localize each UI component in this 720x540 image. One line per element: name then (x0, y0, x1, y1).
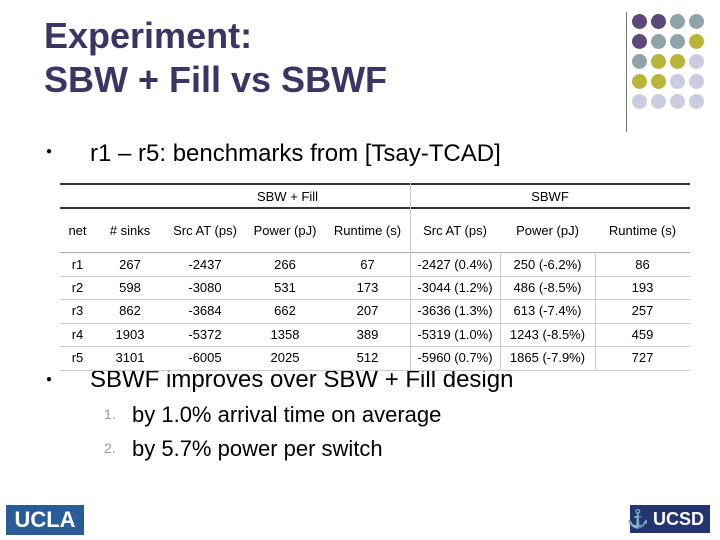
title-line: SBW + Fill vs SBWF (44, 59, 388, 100)
title-line: Experiment: (44, 15, 253, 56)
dot (651, 34, 666, 49)
dot (632, 54, 647, 69)
table-cell: 2025 (270, 350, 300, 366)
table-rule (410, 183, 411, 370)
column-header: # sinks (109, 223, 151, 238)
table-cell: 267 (119, 256, 141, 272)
table-cell: r4 (71, 326, 84, 342)
table-cell: 1903 (115, 326, 145, 342)
table-cell: r3 (71, 303, 84, 319)
dot (651, 94, 666, 109)
table-cell: 257 (631, 303, 654, 319)
dot (689, 54, 704, 69)
dot (670, 14, 685, 29)
list-text: by 1.0% arrival time on average (132, 402, 442, 427)
dot (670, 54, 685, 69)
table-rule (595, 252, 596, 370)
column-header: Src AT (ps) (423, 223, 487, 238)
column-header: Power (pJ) (253, 223, 317, 238)
dot (632, 14, 647, 29)
column-header: Power (pJ) (516, 223, 579, 238)
table: SBW + Fill SBWF net # sinks Src AT (ps) Power… (60, 183, 690, 371)
table-cell: -3636 (1.3%) (417, 303, 493, 319)
table-cell: 3101 (115, 350, 145, 366)
dot (651, 14, 666, 29)
bullet-marker: ● (46, 374, 53, 385)
table-rule (60, 276, 690, 277)
table-cell: 531 (274, 279, 296, 295)
dot (670, 74, 685, 89)
table-cell: 598 (119, 279, 141, 295)
table-cell: 486 (-8.5%) (513, 279, 582, 295)
dot (670, 34, 685, 49)
dot (651, 54, 666, 69)
table-rule (500, 252, 501, 370)
table-cell: -5372 (188, 326, 222, 342)
table-cell: 459 (631, 326, 654, 342)
table-cell: r1 (71, 256, 84, 272)
group-header: SBW + Fill (256, 189, 319, 204)
dot (632, 74, 647, 89)
table-cell: 862 (119, 303, 141, 319)
table-cell: 193 (631, 279, 654, 295)
group-header: SBWF (531, 189, 569, 204)
dot (632, 34, 647, 49)
divider (626, 12, 627, 132)
table-cell: 662 (274, 303, 296, 319)
list-marker: 2. (104, 440, 116, 456)
logo-icon: ⚓ (626, 508, 649, 529)
table-cell: r5 (71, 350, 84, 366)
list-text: by 5.7% power per switch (132, 436, 383, 461)
column-header: net (68, 223, 87, 238)
dot (670, 94, 685, 109)
dot (632, 94, 647, 109)
title: Experiment: SBW + Fill vs SBWF (44, 14, 387, 102)
table-cell: 266 (274, 256, 296, 272)
logo-ucsd: ⚓ UCSD (626, 505, 710, 533)
logo-ucla: UCLA (6, 505, 84, 535)
table-cell: r2 (71, 279, 84, 295)
table-rule (60, 183, 690, 185)
table-cell: 512 (356, 350, 379, 366)
table-cell: -2437 (188, 256, 222, 272)
table-cell: 613 (-7.4%) (513, 303, 582, 319)
table-cell: 1358 (270, 326, 300, 342)
decoration-dots (632, 12, 712, 122)
table-cell: 727 (631, 350, 654, 366)
column-header: Runtime (s) (608, 223, 677, 238)
table-rule (60, 299, 690, 301)
logo-text: UCSD (652, 508, 704, 529)
table-cell: 389 (356, 326, 379, 342)
table-rule (60, 369, 690, 371)
table-cell: 67 (360, 256, 375, 272)
table-rule (60, 322, 690, 324)
column-header: Src AT (ps) (173, 223, 237, 238)
dot (689, 34, 704, 49)
dot (689, 94, 704, 109)
table-cell: 1243 (-8.5%) (509, 326, 586, 342)
table-cell: 207 (356, 303, 379, 319)
bullet-marker: ● (46, 146, 53, 157)
table-cell: -6005 (188, 350, 222, 366)
dot (651, 74, 666, 89)
column-header: Runtime (s) (333, 223, 402, 238)
table-cell: -5960 (0.7%) (417, 350, 493, 366)
dot (689, 14, 704, 29)
table-cell: -3684 (188, 303, 222, 319)
bullet-text: r1 – r5: benchmarks from [Tsay-TCAD] (90, 140, 501, 167)
table-cell: -3080 (188, 279, 222, 295)
dot (689, 74, 704, 89)
table-cell: 86 (635, 256, 650, 272)
table-rule (60, 346, 690, 348)
table-cell: 250 (-6.2%) (513, 256, 582, 272)
table-cell: -3044 (1.2%) (417, 279, 493, 295)
table-rule (60, 207, 690, 209)
table-cell: 1865 (-7.9%) (509, 350, 586, 366)
table-cell: -2427 (0.4%) (417, 256, 493, 272)
table-rule (60, 252, 690, 253)
table-cell: -5319 (1.0%) (417, 326, 493, 342)
table-cell: 173 (356, 279, 379, 295)
list-marker: 1. (104, 406, 116, 422)
